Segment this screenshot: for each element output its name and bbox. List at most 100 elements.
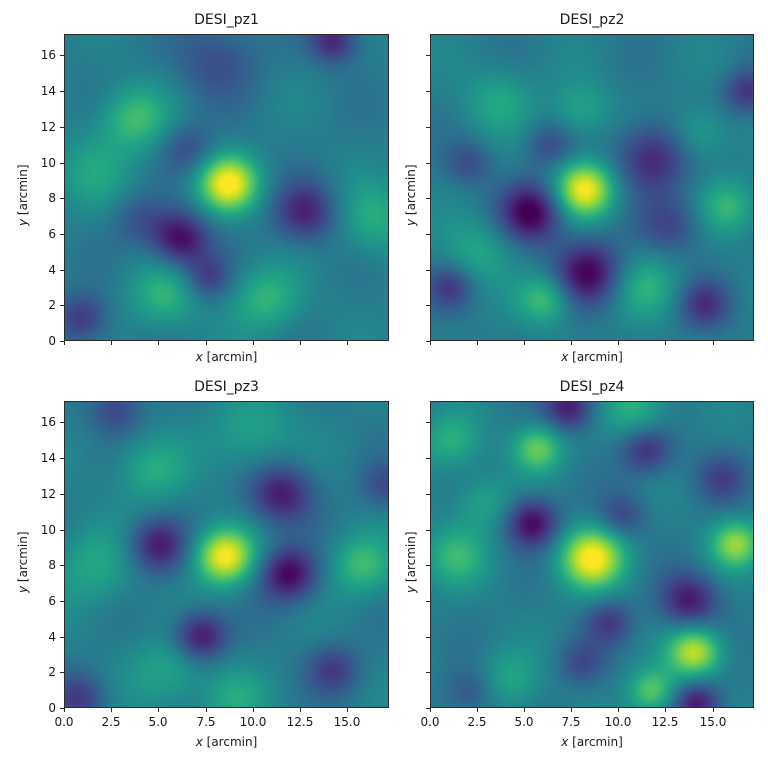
y-tick [426, 270, 430, 271]
x-tick-label: 15.0 [699, 715, 727, 729]
x-tick [158, 341, 159, 345]
y-tick [426, 672, 430, 673]
y-tick [60, 458, 64, 459]
x-tick [571, 341, 572, 345]
heatmap-image [431, 402, 753, 707]
x-tick [665, 708, 666, 712]
x-tick-label: 5.0 [148, 715, 168, 729]
y-tick-label: 14 [40, 451, 56, 465]
y-tick [426, 422, 430, 423]
y-tick [60, 601, 64, 602]
x-tick [253, 708, 254, 712]
y-tick [60, 672, 64, 673]
heatmap-area [430, 401, 754, 708]
heatmap-image [65, 35, 388, 340]
x-axis-unit: [arcmin] [202, 735, 258, 749]
y-tick [426, 601, 430, 602]
y-tick [60, 341, 64, 342]
y-tick-label: 12 [40, 120, 56, 134]
x-tick [206, 341, 207, 345]
subplot-title: DESI_pz2 [559, 12, 625, 28]
x-axis-var: x [561, 350, 569, 364]
x-tick-label: 12.5 [651, 715, 679, 729]
y-tick-label: 4 [48, 630, 56, 644]
y-tick [60, 305, 64, 306]
heatmap-image [431, 35, 753, 340]
x-tick [300, 341, 301, 345]
x-tick-label: 7.5 [561, 715, 581, 729]
y-tick [60, 565, 64, 566]
x-tick [253, 341, 254, 345]
y-tick-label: 10 [40, 523, 56, 537]
x-tick-label: 7.5 [196, 715, 216, 729]
x-tick [347, 708, 348, 712]
y-tick [60, 234, 64, 235]
x-tick-label: 2.5 [467, 715, 487, 729]
y-tick [426, 458, 430, 459]
y-tick-label: 12 [40, 487, 56, 501]
x-tick-label: 0.0 [54, 715, 74, 729]
y-tick-label: 16 [40, 415, 56, 429]
y-axis-var: y [404, 218, 418, 226]
subplot-title: DESI_pz3 [194, 379, 259, 395]
x-tick [618, 708, 619, 712]
x-tick [477, 708, 478, 712]
y-axis-label: y [arcmin] [16, 164, 30, 226]
x-axis-unit: [arcmin] [568, 350, 623, 364]
x-tick-label: 10.0 [604, 715, 632, 729]
x-tick [111, 708, 112, 712]
heatmap-area [64, 34, 389, 341]
y-tick [60, 55, 64, 56]
y-axis-unit: [arcmin] [16, 530, 30, 586]
x-tick [158, 708, 159, 712]
subplot-title: DESI_pz4 [559, 379, 625, 395]
x-tick [618, 341, 619, 345]
x-tick [206, 708, 207, 712]
y-tick [60, 422, 64, 423]
y-tick [60, 163, 64, 164]
y-tick [60, 91, 64, 92]
x-tick [477, 341, 478, 345]
x-tick [111, 341, 112, 345]
x-tick [300, 708, 301, 712]
x-tick [665, 341, 666, 345]
x-axis-label: x [arcmin] [64, 350, 389, 364]
x-tick [64, 341, 65, 345]
heatmap-image [65, 402, 388, 707]
heatmap-area [64, 401, 389, 708]
y-tick [426, 708, 430, 709]
y-axis-label: y [arcmin] [404, 531, 418, 593]
x-axis-label: x [arcmin] [430, 735, 754, 749]
y-tick [426, 305, 430, 306]
y-tick [60, 198, 64, 199]
y-tick-label: 2 [48, 665, 56, 679]
x-tick [524, 341, 525, 345]
y-tick-label: 16 [40, 48, 56, 62]
y-tick [426, 494, 430, 495]
y-tick [426, 234, 430, 235]
y-tick-label: 4 [48, 263, 56, 277]
x-tick [347, 341, 348, 345]
x-tick-label: 5.0 [514, 715, 534, 729]
y-tick-label: 8 [48, 191, 56, 205]
y-tick-label: 0 [48, 701, 56, 715]
y-tick [426, 341, 430, 342]
x-tick-label: 15.0 [333, 715, 361, 729]
x-tick [430, 708, 431, 712]
x-tick-label: 10.0 [239, 715, 267, 729]
x-axis-var: x [195, 735, 203, 749]
y-axis-var: y [16, 585, 30, 593]
x-tick [64, 708, 65, 712]
y-axis-label: y [arcmin] [404, 164, 418, 226]
y-tick [426, 55, 430, 56]
y-axis-unit: [arcmin] [16, 163, 30, 219]
y-tick-label: 6 [48, 227, 56, 241]
y-axis-unit: [arcmin] [404, 163, 418, 219]
x-tick [524, 708, 525, 712]
y-axis-var: y [404, 585, 418, 593]
y-tick [60, 637, 64, 638]
y-tick [426, 530, 430, 531]
y-tick-label: 6 [48, 594, 56, 608]
x-tick-label: 2.5 [101, 715, 121, 729]
y-tick [426, 91, 430, 92]
